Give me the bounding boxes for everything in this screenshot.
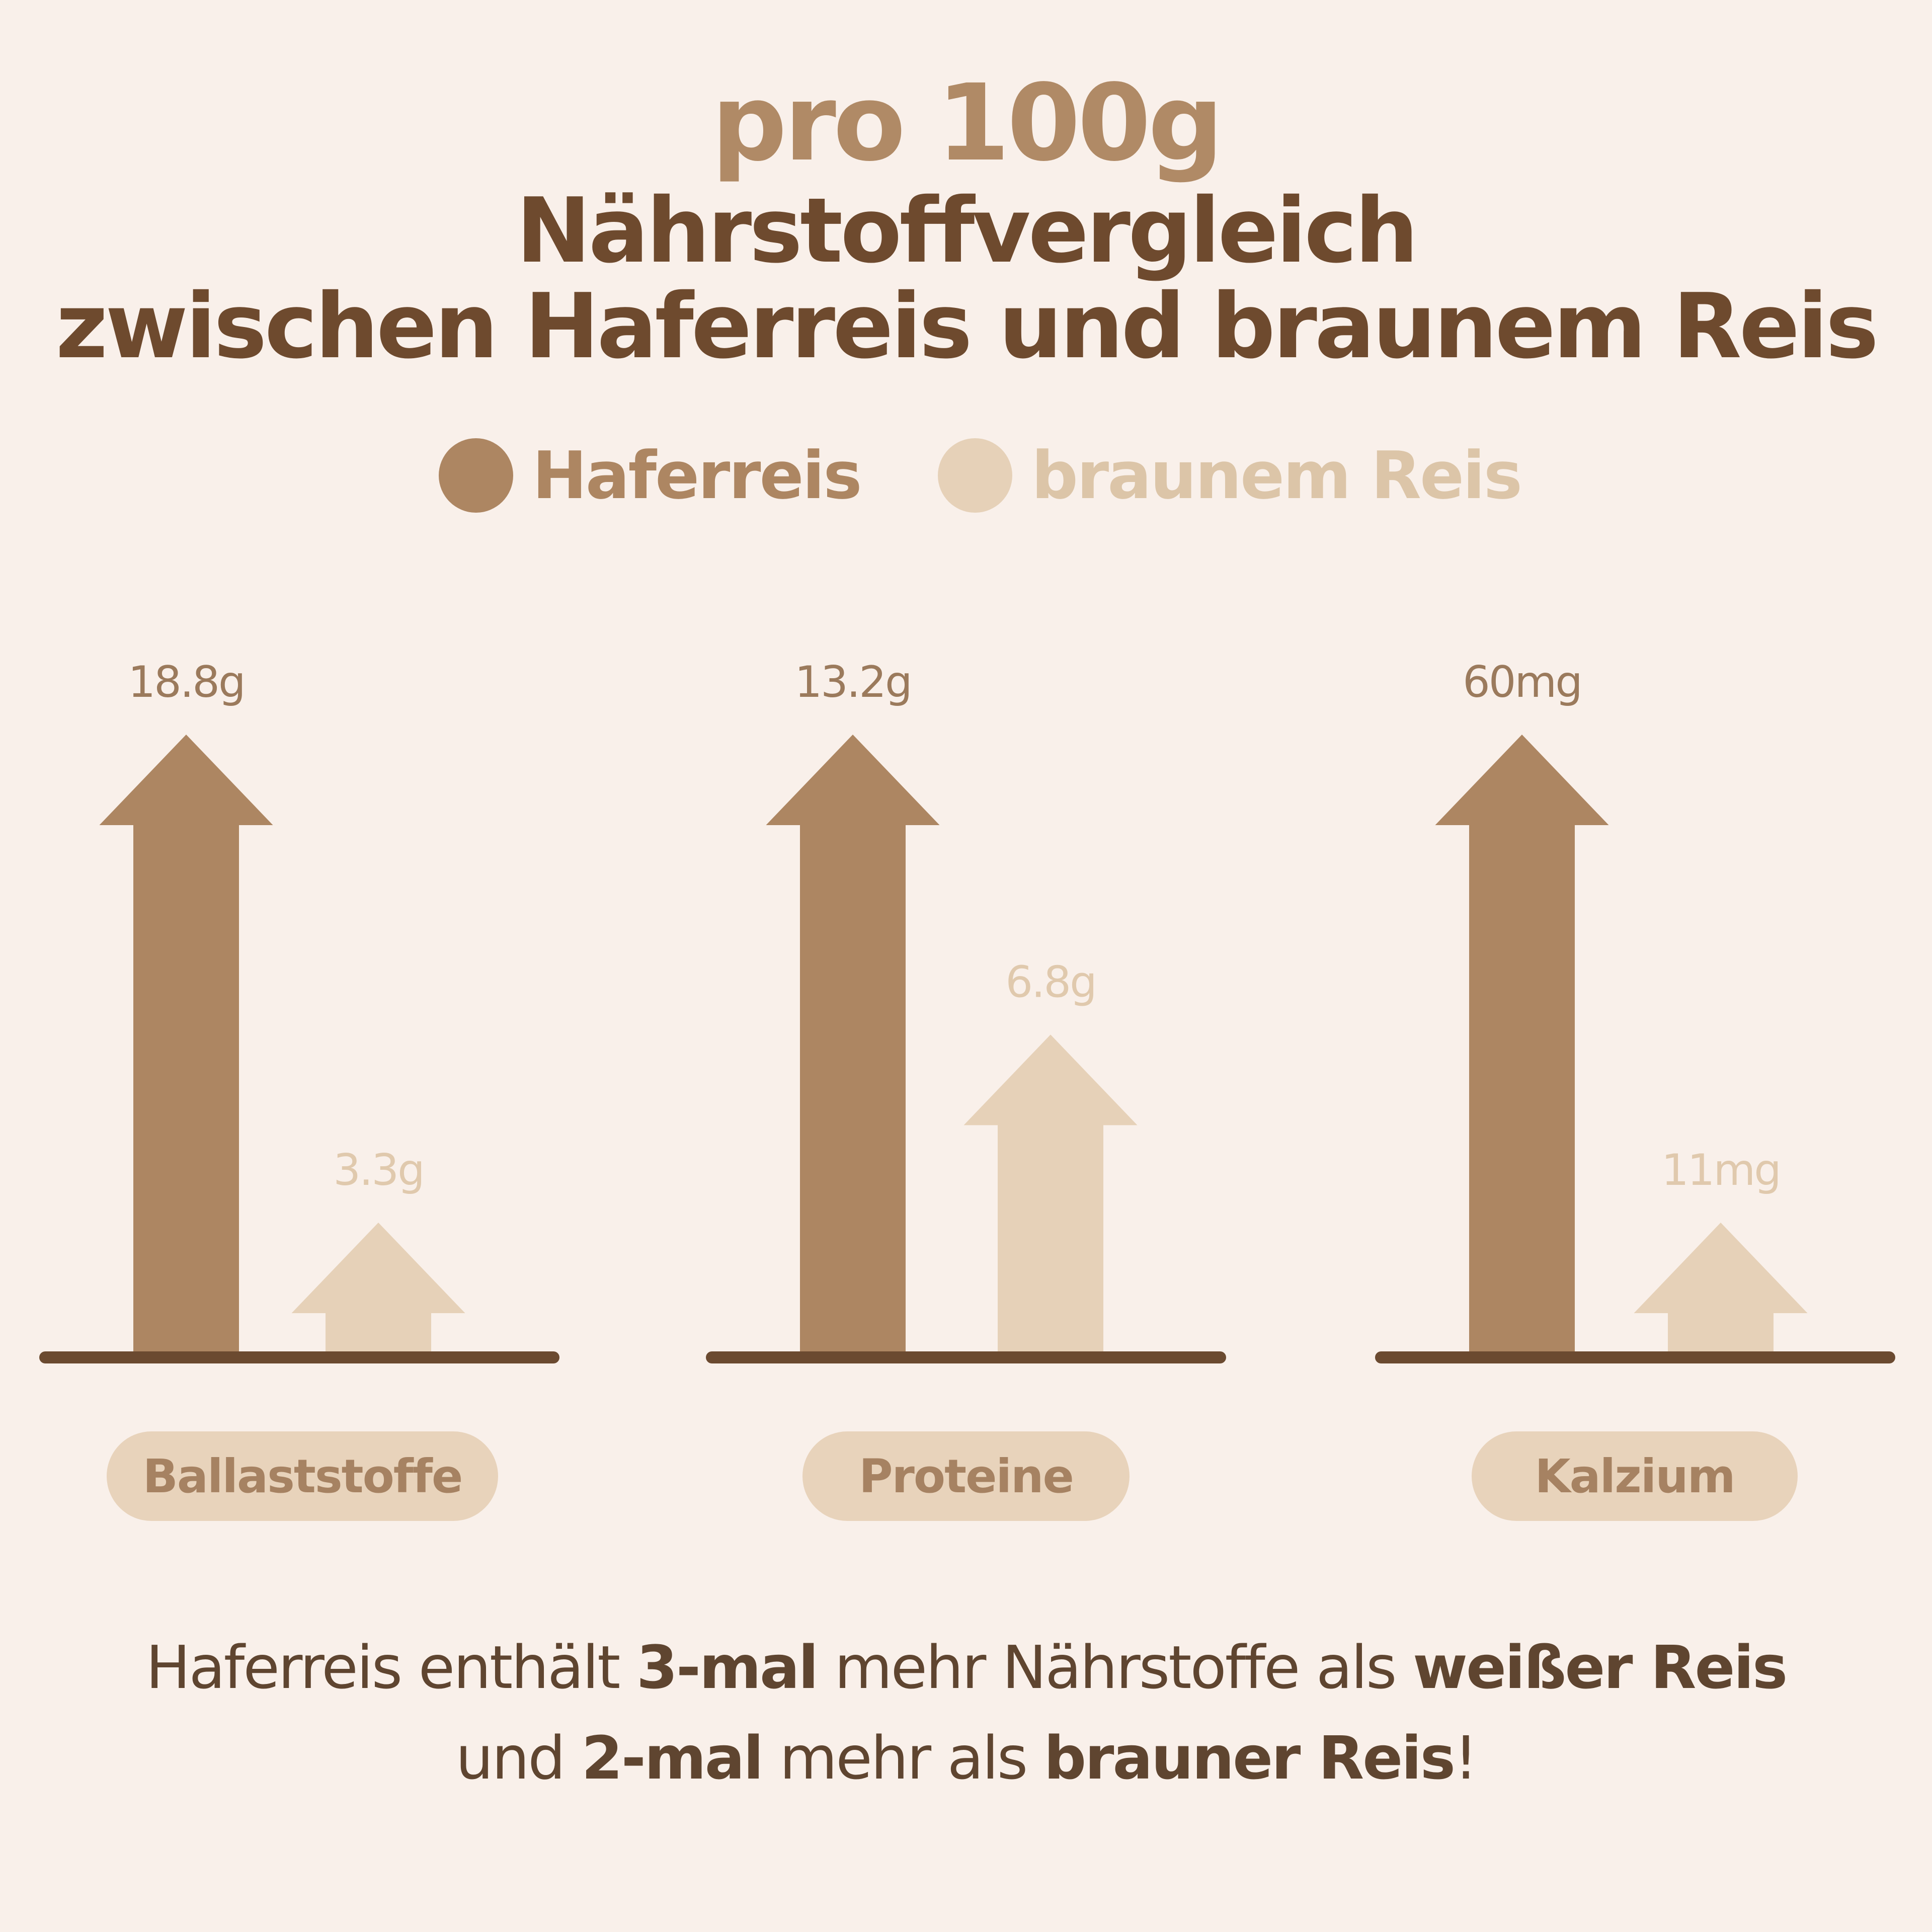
category-label-proteine: Proteine — [802, 1431, 1130, 1521]
bar-haferreis-kalzium — [1435, 735, 1609, 1353]
data-label-haferreis-proteine: 13.2g — [794, 657, 911, 707]
legend-dot-braunem-reis — [938, 438, 1012, 513]
legend-item-braunem-reis: braunem Reis — [938, 433, 1522, 518]
footer-text: mehr Nährstoffe als — [817, 1633, 1413, 1702]
data-label-braunem-reis-kalzium: 11mg — [1661, 1145, 1780, 1195]
legend-dot-haferreis — [439, 438, 513, 513]
chart-title-line-1: Nährstoffvergleich — [516, 179, 1419, 283]
footer-emphasis: brauner Reis — [1043, 1723, 1456, 1793]
bar-braunem-reis-proteine — [963, 1034, 1138, 1353]
category-label-ballaststoffe: Ballaststoffe — [107, 1431, 498, 1521]
bar-haferreis-ballaststoffe — [99, 735, 273, 1353]
data-label-braunem-reis-ballaststoffe: 3.3g — [333, 1145, 423, 1195]
data-label-braunem-reis-proteine: 6.8g — [1005, 957, 1095, 1007]
bar-haferreis-proteine — [766, 735, 940, 1353]
footer-line-1: Haferreis enthält 3-mal mehr Nährstoffe … — [0, 1638, 1932, 1697]
bar-braunem-reis-kalzium — [1634, 1223, 1808, 1353]
footer-text: und — [455, 1723, 582, 1793]
legend-label-braunem-reis: braunem Reis — [1031, 437, 1522, 514]
bar-braunem-reis-ballaststoffe — [291, 1223, 465, 1353]
chart-subtitle: pro 100g — [711, 61, 1224, 185]
data-label-haferreis-ballaststoffe: 18.8g — [128, 657, 244, 707]
footer-text: Haferreis enthält — [145, 1633, 636, 1702]
footer-text: mehr als — [762, 1723, 1044, 1793]
data-label-haferreis-kalzium: 60mg — [1463, 657, 1581, 707]
footer-emphasis: 2-mal — [581, 1723, 764, 1793]
footer-emphasis: 3-mal — [636, 1633, 819, 1702]
chart-title-line-2: zwischen Haferreis und braunem Reis — [55, 274, 1879, 378]
category-label-kalzium: Kalzium — [1472, 1431, 1798, 1521]
legend-item-haferreis: Haferreis — [439, 433, 862, 518]
footer-line-2: und 2-mal mehr als brauner Reis! — [0, 1728, 1932, 1788]
footer-text: ! — [1454, 1723, 1478, 1793]
legend-label-haferreis: Haferreis — [532, 437, 862, 514]
footer-emphasis: weißer Reis — [1413, 1633, 1788, 1702]
